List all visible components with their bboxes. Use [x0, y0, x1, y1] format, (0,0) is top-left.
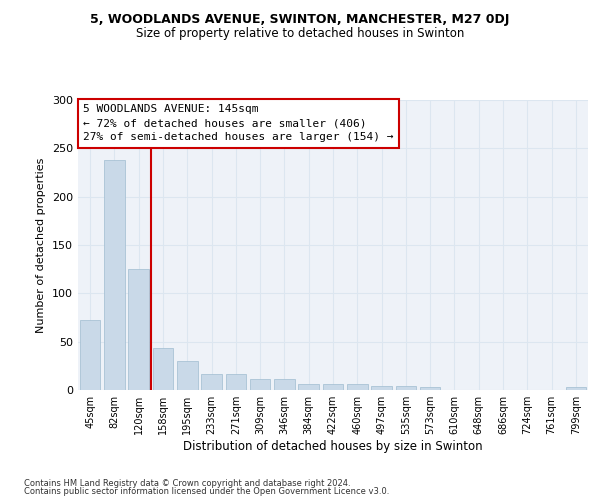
Bar [177, 361, 197, 390]
Bar [371, 386, 392, 390]
Text: Size of property relative to detached houses in Swinton: Size of property relative to detached ho… [136, 28, 464, 40]
Bar [298, 384, 319, 390]
Text: 5 WOODLANDS AVENUE: 145sqm
← 72% of detached houses are smaller (406)
27% of sem: 5 WOODLANDS AVENUE: 145sqm ← 72% of deta… [83, 104, 394, 142]
Text: Contains public sector information licensed under the Open Government Licence v3: Contains public sector information licen… [24, 487, 389, 496]
X-axis label: Distribution of detached houses by size in Swinton: Distribution of detached houses by size … [183, 440, 483, 453]
Bar [104, 160, 125, 390]
Bar [274, 380, 295, 390]
Bar [395, 386, 416, 390]
Bar [80, 320, 100, 390]
Bar [323, 384, 343, 390]
Bar [152, 348, 173, 390]
Bar [128, 269, 149, 390]
Text: 5, WOODLANDS AVENUE, SWINTON, MANCHESTER, M27 0DJ: 5, WOODLANDS AVENUE, SWINTON, MANCHESTER… [91, 12, 509, 26]
Text: Contains HM Land Registry data © Crown copyright and database right 2024.: Contains HM Land Registry data © Crown c… [24, 478, 350, 488]
Bar [250, 380, 271, 390]
Y-axis label: Number of detached properties: Number of detached properties [37, 158, 46, 332]
Bar [201, 374, 222, 390]
Bar [226, 374, 246, 390]
Bar [347, 384, 368, 390]
Bar [420, 387, 440, 390]
Bar [566, 387, 586, 390]
